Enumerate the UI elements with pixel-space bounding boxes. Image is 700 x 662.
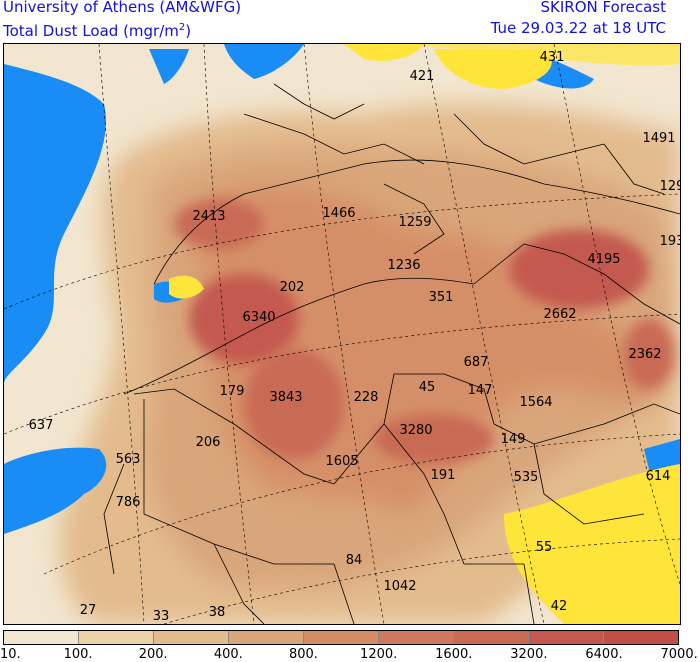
institution-title: University of Athens (AM&WFG)	[3, 0, 242, 16]
map-label: 6340	[242, 310, 275, 325]
product-title: Total Dust Load (mgr/m2)	[3, 18, 191, 41]
color-scale-segment	[78, 631, 153, 644]
map-label: 1236	[387, 258, 420, 273]
map-label: 129	[660, 179, 681, 194]
map-label: 42	[551, 599, 568, 614]
valid-time: Tue 29.03.22 at 18 UTC	[490, 19, 666, 37]
color-scale-segment	[453, 631, 528, 644]
color-scale-bar	[3, 630, 679, 645]
atlantic-ocean	[4, 64, 106, 384]
no-dust-iberia	[169, 275, 204, 299]
no-dust-southeast	[504, 464, 680, 624]
color-scale-tick: 6400.	[585, 647, 623, 662]
color-scale-tick: 3200.	[510, 647, 548, 662]
map-label: 2362	[628, 347, 661, 362]
color-scale-tick: 800.	[288, 647, 318, 662]
map-label: 2662	[543, 307, 576, 322]
product-title-suffix: )	[185, 22, 192, 40]
color-scale-tick: 7000.	[660, 647, 698, 662]
forecast-name: SKIRON Forecast	[540, 0, 666, 16]
map-label: 1259	[398, 215, 431, 230]
map-label: 3843	[269, 390, 302, 405]
color-scale-segment	[4, 631, 78, 644]
color-scale-segment	[228, 631, 303, 644]
map-label: 2413	[192, 209, 225, 224]
map-label: 84	[346, 553, 363, 568]
bay-of-biscay	[149, 49, 189, 84]
map-label: 4195	[587, 252, 620, 267]
map-label: 45	[419, 380, 436, 395]
color-scale-segment	[528, 631, 603, 644]
color-scale-segment	[603, 631, 678, 644]
value-labels: 421 431 1491 129 193 2413 1466 1259 1236…	[29, 50, 681, 624]
color-scale-tick: 200.	[138, 647, 168, 662]
dust-core-2413	[174, 199, 264, 249]
dust-load-map: 421 431 1491 129 193 2413 1466 1259 1236…	[3, 43, 681, 625]
map-label: 206	[196, 435, 221, 450]
product-title-text: Total Dust Load (mgr/m	[3, 22, 179, 40]
map-label: 1466	[322, 206, 355, 221]
dust-shading	[59, 103, 680, 624]
map-label: 637	[29, 418, 54, 433]
color-scale-tick: 1600.	[435, 647, 473, 662]
map-label: 786	[116, 495, 141, 510]
color-scale-tick: 400.	[213, 647, 243, 662]
map-label: 1605	[325, 454, 358, 469]
no-dust-areas	[169, 44, 680, 624]
map-label: 614	[646, 469, 671, 484]
map-label: 351	[429, 290, 454, 305]
color-scale-segment	[378, 631, 453, 644]
map-label: 421	[410, 69, 435, 84]
map-label: 3280	[399, 423, 432, 438]
map-label: 33	[153, 609, 170, 624]
map-label: 535	[514, 470, 539, 485]
map-label: 149	[501, 432, 526, 447]
map-label: 202	[280, 280, 305, 295]
map-label: 228	[354, 390, 379, 405]
product-title-superscript: 2	[178, 22, 186, 33]
color-scale-tick: 10.	[0, 647, 21, 662]
color-scale-segment	[153, 631, 228, 644]
color-scale-tick: 1200.	[360, 647, 398, 662]
dust-core-4195	[509, 229, 649, 309]
map-label: 55	[536, 540, 553, 555]
map-label: 193	[660, 234, 681, 249]
map-label: 1042	[383, 579, 416, 594]
map-label: 1491	[642, 131, 675, 146]
color-scale-segment	[303, 631, 378, 644]
dust-core-3843	[244, 349, 344, 459]
atlantic-south	[4, 447, 107, 534]
map-label: 38	[209, 605, 226, 620]
map-label: 179	[220, 384, 245, 399]
no-dust-north	[344, 44, 424, 61]
map-label: 147	[468, 383, 493, 398]
color-scale-tick: 100.	[63, 647, 93, 662]
dust-core-2362	[624, 319, 674, 389]
no-dust-mid-atlantic	[404, 44, 680, 66]
map-label: 563	[116, 452, 141, 467]
no-dust-northeast	[434, 49, 552, 89]
map-label: 191	[431, 468, 456, 483]
graticule	[4, 44, 680, 624]
country-borders	[103, 83, 680, 624]
map-label: 27	[80, 603, 97, 618]
dust-core-6340	[189, 274, 299, 364]
dust-core-3280	[374, 414, 494, 464]
map-label: 431	[540, 50, 565, 65]
map-label: 1564	[519, 395, 552, 410]
map-label: 687	[464, 355, 489, 370]
north-sea-patch	[224, 44, 304, 79]
